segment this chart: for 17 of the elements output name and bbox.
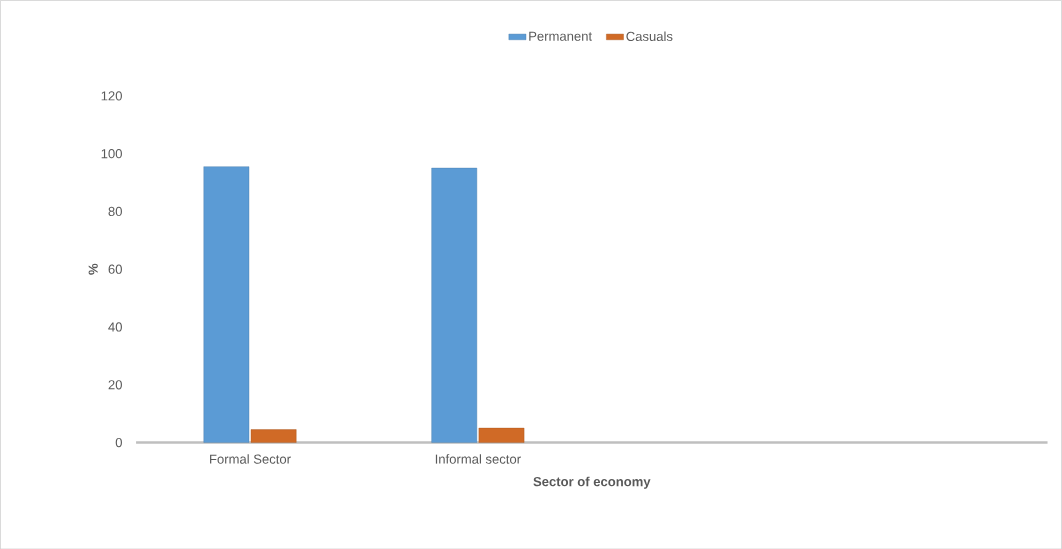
bar [431, 167, 478, 443]
y-tick-label: 0 [115, 437, 122, 447]
y-axis-title: % [88, 263, 98, 275]
y-tick-label: 100 [101, 148, 122, 159]
y-tick-label: 20 [108, 379, 122, 390]
y-tick-label: 60 [108, 264, 122, 274]
bar [250, 429, 297, 443]
x-tick-label: Formal Sector [210, 453, 291, 464]
bar [478, 427, 525, 443]
legend-label: Casuals [626, 31, 673, 41]
y-tick-label: 40 [108, 322, 122, 332]
legend-label: Permanent [529, 31, 592, 41]
y-tick-label: 120 [101, 91, 122, 101]
x-tick-label: Informal sector [435, 453, 521, 464]
bar [203, 166, 250, 443]
y-tick-label: 80 [108, 206, 122, 216]
x-axis-title: Sector of economy [533, 476, 651, 489]
